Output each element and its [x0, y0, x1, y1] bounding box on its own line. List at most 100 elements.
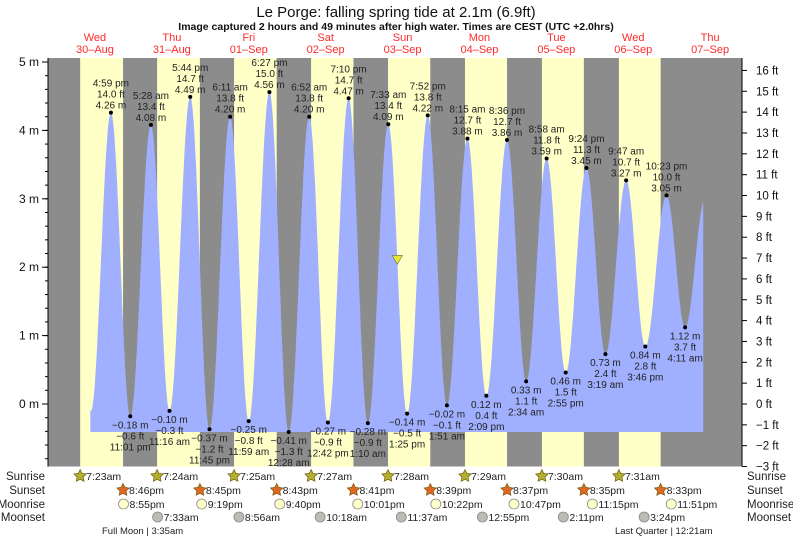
low-tide-dot — [286, 430, 291, 435]
sunset-row-label-right: Sunset — [747, 485, 784, 497]
right-axis-label: 2 ft — [756, 357, 773, 369]
moonset-row-label-right: Moonset — [747, 512, 792, 524]
right-axis-label: −3 ft — [756, 462, 780, 474]
high-tide-label: 13.8 ft — [414, 92, 442, 103]
moon-phase-last-quarter: Last Quarter | 12:21am — [615, 526, 713, 537]
low-tide-dot — [128, 414, 133, 419]
low-tide-dot — [325, 420, 330, 425]
low-tide-dot — [643, 344, 648, 349]
low-tide-label: 0.46 m — [550, 377, 581, 388]
day-name-label: Thu — [701, 32, 720, 44]
current-level-marker — [391, 255, 403, 265]
high-tide-label: 13.4 ft — [374, 101, 402, 112]
low-tide-label: −0.10 m — [151, 415, 187, 426]
low-tide-dot — [563, 370, 568, 375]
moonrise-moon-icon — [430, 498, 442, 510]
high-tide-label: 6:27 pm — [251, 58, 287, 69]
high-tide-label: 4.26 m — [96, 101, 127, 112]
low-tide-label: 2:55 pm — [548, 399, 584, 410]
right-axis-label: 4 ft — [756, 316, 773, 328]
sunset-star-icon — [116, 482, 130, 496]
high-tide-label: 15.0 ft — [256, 69, 284, 80]
right-axis-label: 16 ft — [756, 65, 779, 77]
left-axis-label: 5 m — [19, 55, 39, 69]
almanac-rows: Sunrise Sunrise 7:23am 7:24am 7:25am 7:27am 7:… — [0, 468, 793, 524]
chart-subtitle: Image captured 2 hours and 49 minutes af… — [178, 21, 613, 33]
low-tide-dot — [207, 427, 212, 432]
high-tide-dot — [425, 113, 430, 118]
low-tide-label: −0.6 ft — [116, 431, 144, 442]
moonset-moon-icon — [233, 511, 245, 523]
high-tide-label: 3.45 m — [571, 156, 602, 167]
sunset-star-icon — [346, 482, 361, 496]
low-tide-label: 1.1 ft — [515, 396, 537, 407]
moonset-time: 8:56am — [245, 512, 280, 524]
left-axis-label: 0 m — [19, 397, 39, 411]
high-tide-dot — [624, 178, 629, 183]
low-tide-label: −0.27 m — [310, 426, 346, 437]
high-tide-dot — [346, 96, 351, 101]
right-axis-label: 1 ft — [756, 378, 773, 390]
left-axis-label: 4 m — [19, 123, 39, 137]
high-tide-label: 13.8 ft — [216, 94, 244, 105]
day-date-label: 02–Sep — [307, 44, 345, 56]
high-tide-label: 4.08 m — [136, 113, 167, 124]
low-tide-label: 11:01 pm — [110, 442, 151, 453]
moonset-moon-icon — [152, 511, 163, 523]
sunrise-star-icon — [611, 468, 626, 482]
low-tide-label: 0.12 m — [471, 400, 502, 411]
day-date-label: 03–Sep — [384, 44, 422, 56]
day-name-label: Fri — [242, 32, 255, 44]
high-tide-dot — [386, 122, 391, 127]
high-tide-label: 11.8 ft — [533, 135, 560, 146]
sunrise-time: 7:23am — [86, 471, 121, 483]
sunrise-star-icon — [458, 468, 472, 482]
sunset-star-icon — [576, 482, 591, 496]
left-axis-label: 2 m — [19, 260, 39, 274]
high-tide-label: 4.09 m — [373, 112, 404, 123]
day-name-label: Sun — [393, 32, 413, 44]
low-tide-label: −0.28 m — [350, 427, 386, 438]
high-tide-label: 14.7 ft — [176, 74, 204, 85]
high-tide-label: 3.86 m — [492, 128, 523, 139]
moonrise-moon-icon — [196, 498, 208, 510]
low-tide-dot — [484, 393, 489, 398]
low-tide-label: 1:51 am — [429, 431, 465, 442]
left-axis-label: 1 m — [19, 329, 39, 343]
high-tide-label: 10:23 pm — [646, 161, 688, 172]
moonset-moon-icon — [557, 511, 569, 523]
low-tide-label: 12:42 pm — [307, 448, 349, 459]
sunset-time: 8:45pm — [206, 485, 241, 497]
low-tide-label: 1:25 pm — [389, 440, 425, 451]
day-date-label: 07–Sep — [691, 44, 729, 56]
high-tide-label: 14.7 ft — [335, 75, 363, 86]
high-tide-label: 14.0 ft — [97, 90, 125, 101]
low-tide-label: 2.4 ft — [594, 369, 616, 380]
low-tide-label: 11:59 am — [228, 447, 269, 458]
moonrise-moon-icon — [352, 498, 364, 510]
low-tide-dot — [246, 419, 251, 424]
moonrise-time: 11:15pm — [598, 499, 638, 511]
high-tide-label: 3.59 m — [531, 146, 562, 157]
high-tide-dot — [188, 94, 193, 99]
moonrise-moon-icon — [586, 498, 598, 510]
right-axis-label: 7 ft — [756, 253, 773, 265]
right-axis-label: −1 ft — [756, 420, 780, 432]
high-tide-dot — [148, 122, 153, 127]
high-tide-label: 4.22 m — [412, 103, 443, 114]
low-tide-label: 12:28 am — [268, 458, 310, 469]
moonset-time: 7:33am — [164, 512, 199, 524]
low-tide-label: 1.5 ft — [555, 388, 577, 399]
moonset-time: 11:37am — [407, 512, 447, 524]
chart-title: Le Porge: falling spring tide at 2.1m (6… — [256, 4, 535, 21]
low-tide-dot — [167, 408, 172, 413]
low-tide-label: 1:10 am — [350, 449, 386, 460]
high-tide-label: 4.20 m — [294, 105, 325, 116]
moonrise-time: 9:40pm — [286, 499, 321, 511]
low-tide-label: 4:11 am — [667, 353, 702, 364]
high-tide-label: 4.20 m — [215, 105, 246, 116]
moonrise-moon-icon — [274, 498, 286, 510]
high-tide-dot — [584, 166, 589, 171]
low-tide-dot — [444, 403, 449, 408]
right-axis-label: 10 ft — [756, 191, 779, 203]
